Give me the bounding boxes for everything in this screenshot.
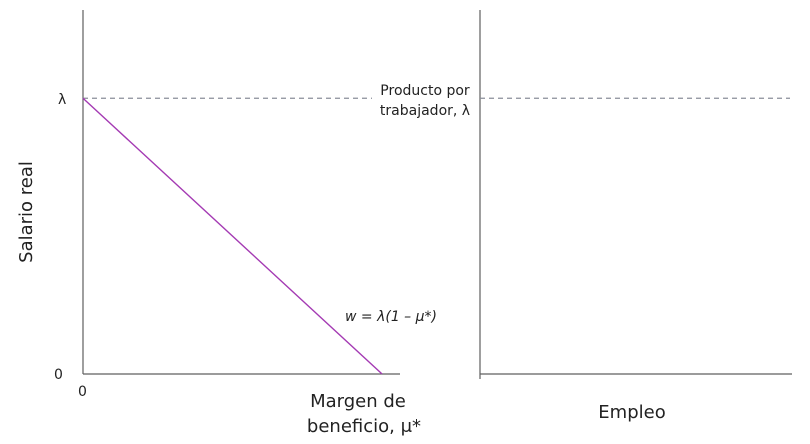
x-tick-zero: 0 — [78, 384, 87, 400]
reference-label-line1: Producto por — [380, 83, 470, 99]
right-panel: Empleo — [479, 10, 792, 423]
left-panel: λ 0 0 Salario real Margen de beneficio, … — [16, 10, 470, 437]
series-label: w = λ(1 – μ*) — [345, 309, 437, 325]
x-axis-label-line1: Margen de — [310, 391, 406, 412]
right-x-axis-label: Empleo — [598, 402, 665, 423]
y-axis-label: Salario real — [16, 161, 37, 263]
series-line — [82, 97, 383, 375]
y-tick-zero: 0 — [54, 367, 63, 383]
reference-label-line2: trabajador, λ — [380, 103, 470, 119]
x-axis-label-line2: beneficio, μ* — [307, 416, 421, 437]
y-tick-lambda: λ — [58, 92, 66, 108]
